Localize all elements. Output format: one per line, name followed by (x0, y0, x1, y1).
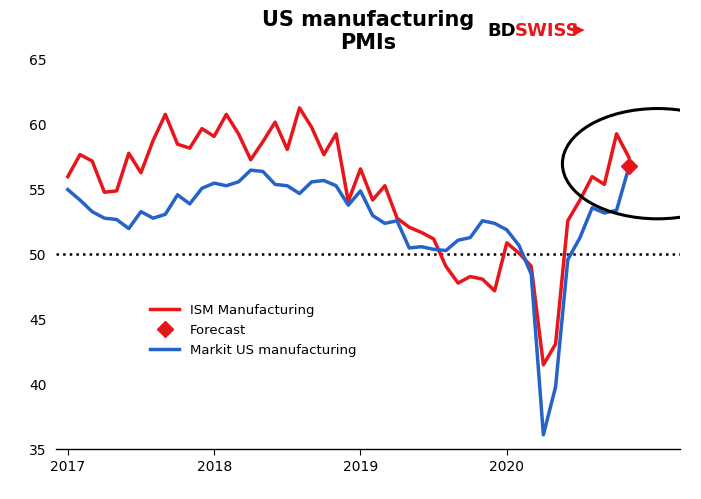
Legend: ISM Manufacturing, Forecast, Markit US manufacturing: ISM Manufacturing, Forecast, Markit US m… (150, 303, 356, 357)
Text: SWISS: SWISS (515, 22, 580, 40)
Text: ▶: ▶ (573, 22, 585, 37)
Title: US manufacturing
PMIs: US manufacturing PMIs (262, 9, 474, 53)
Text: BD: BD (487, 22, 516, 40)
